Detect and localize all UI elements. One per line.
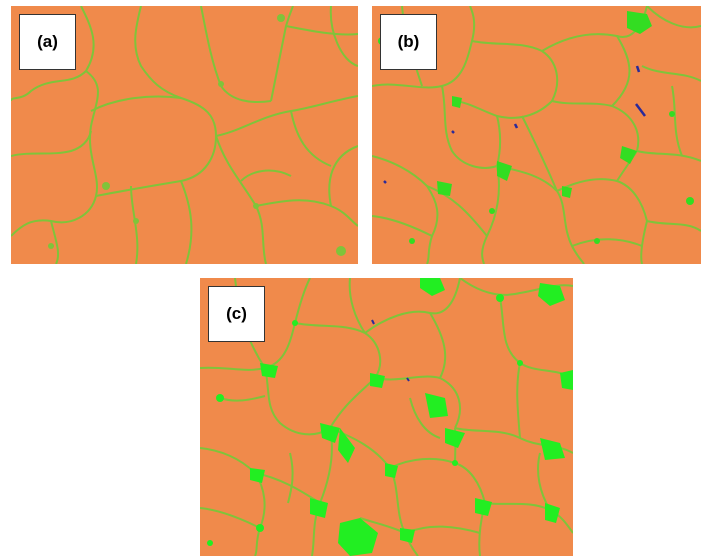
- pore-spots: [48, 14, 346, 256]
- grain-boundaries: [11, 6, 358, 264]
- inclusions: [371, 319, 410, 382]
- micrograph-panel-b: (b): [372, 6, 701, 264]
- panel-label-a: (a): [19, 14, 76, 70]
- grain-boundaries: [372, 6, 701, 264]
- panel-label-c: (c): [208, 286, 265, 342]
- pore-spots: [207, 278, 573, 556]
- micrograph-panel-c: (c): [200, 278, 573, 556]
- panel-label-b: (b): [380, 14, 437, 70]
- micrograph-panel-a: (a): [11, 6, 358, 264]
- inclusions: [383, 65, 646, 184]
- micrograph-a-image: [11, 6, 358, 264]
